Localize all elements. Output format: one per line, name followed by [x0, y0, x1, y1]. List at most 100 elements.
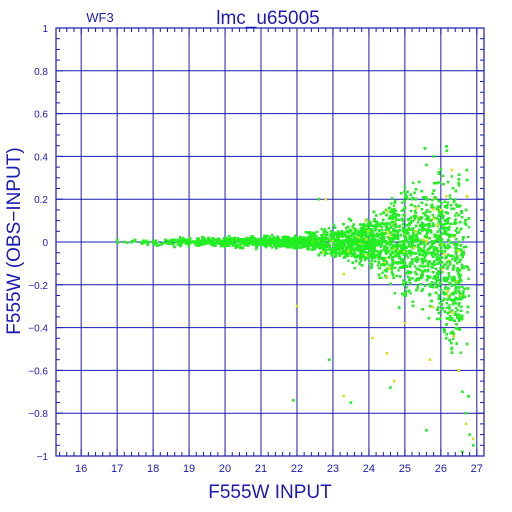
point-cloud — [116, 145, 471, 398]
scatter-point — [421, 229, 424, 232]
scatter-point — [461, 238, 465, 241]
scatter-point — [390, 202, 393, 205]
scatter-point — [326, 239, 329, 242]
scatter-point — [376, 238, 379, 242]
scatter-point — [457, 240, 461, 244]
scatter-point — [403, 196, 407, 199]
scatter-point — [403, 246, 407, 249]
scatter-point — [400, 258, 404, 262]
scatter-point — [213, 238, 217, 241]
scatter-point — [427, 268, 430, 272]
scatter-point — [338, 247, 342, 250]
scatter-point — [466, 235, 470, 239]
scatter-point — [353, 230, 356, 234]
scatter-point — [278, 245, 282, 248]
scatter-point — [393, 266, 397, 270]
scatter-point — [318, 247, 322, 250]
scatter-point — [420, 242, 424, 246]
scatter-point — [384, 229, 388, 232]
scatter-point — [354, 233, 357, 236]
scatter-point — [379, 212, 383, 216]
scatter-point — [212, 244, 215, 247]
scatter-point — [406, 228, 409, 231]
scatter-point — [333, 237, 336, 240]
scatter-point — [368, 255, 372, 259]
scatter-point — [444, 222, 448, 225]
scatter-point — [370, 259, 373, 263]
scatter-point — [379, 256, 382, 259]
scatter-point — [418, 253, 422, 257]
scatter-point — [376, 264, 380, 267]
scatter-point — [423, 265, 427, 268]
scatter-point — [459, 351, 463, 354]
scatter-point — [300, 244, 303, 247]
scatter-point — [452, 337, 455, 341]
scatter-point — [343, 239, 347, 242]
scatter-point — [304, 231, 307, 234]
scatter-point — [402, 257, 405, 261]
scatter-point — [368, 261, 371, 265]
scatter-point — [422, 250, 425, 254]
scatter-point — [390, 237, 394, 240]
scatter-point — [426, 198, 430, 201]
scatter-point — [393, 292, 396, 295]
scatter-point — [378, 276, 381, 279]
scatter-point — [417, 278, 420, 282]
scatter-point — [401, 251, 405, 255]
scatter-point — [444, 195, 448, 198]
scatter-point — [405, 289, 408, 293]
scatter-point — [421, 274, 424, 277]
scatter-point — [358, 235, 361, 239]
scatter-point — [454, 289, 457, 292]
scatter-point — [355, 256, 359, 259]
scatter-point — [204, 240, 207, 244]
scatter-point — [413, 209, 417, 213]
scatter-point — [336, 252, 340, 255]
scatter-point — [245, 236, 248, 240]
scatter-point — [409, 254, 413, 257]
scatter-point — [224, 243, 227, 247]
scatter-point — [379, 276, 383, 279]
scatter-point — [385, 267, 389, 270]
scatter-point — [237, 243, 241, 247]
scatter-point — [417, 237, 420, 241]
scatter-point — [200, 235, 204, 239]
scatter-point — [452, 207, 456, 210]
scatter-point — [438, 302, 441, 305]
scatter-point — [416, 284, 419, 288]
scatter-point — [444, 285, 448, 289]
data-points — [115, 145, 475, 454]
scatter-point — [448, 194, 452, 197]
scatter-point — [442, 306, 445, 310]
scatter-point — [411, 228, 415, 231]
scatter-point — [451, 258, 454, 261]
scatter-point — [176, 243, 180, 246]
scatter-point — [381, 228, 384, 232]
scatter-point — [386, 246, 389, 250]
scatter-point — [433, 245, 437, 249]
scatter-point — [350, 254, 354, 258]
scatter-point — [411, 276, 414, 280]
scatter-point — [342, 245, 345, 248]
scatter-point — [426, 227, 430, 231]
scatter-point — [411, 243, 415, 247]
scatter-point — [327, 226, 331, 230]
scatter-point — [323, 228, 326, 231]
scatter-point — [426, 218, 430, 222]
scatter-point — [436, 247, 439, 250]
scatter-point — [444, 247, 447, 250]
scatter-point — [316, 230, 319, 234]
scatter-point — [410, 237, 413, 240]
scatter-point — [408, 262, 412, 265]
scatter-point — [454, 291, 458, 294]
scatter-point — [395, 274, 398, 278]
scatter-point — [447, 264, 450, 268]
scatter-point — [445, 276, 448, 280]
scatter-point — [409, 292, 412, 295]
scatter-point — [461, 285, 464, 289]
scatter-point — [418, 242, 422, 246]
scatter-point — [405, 224, 409, 227]
scatter-point — [456, 257, 459, 261]
scatter-point — [265, 238, 269, 241]
scatter-point — [382, 249, 385, 252]
